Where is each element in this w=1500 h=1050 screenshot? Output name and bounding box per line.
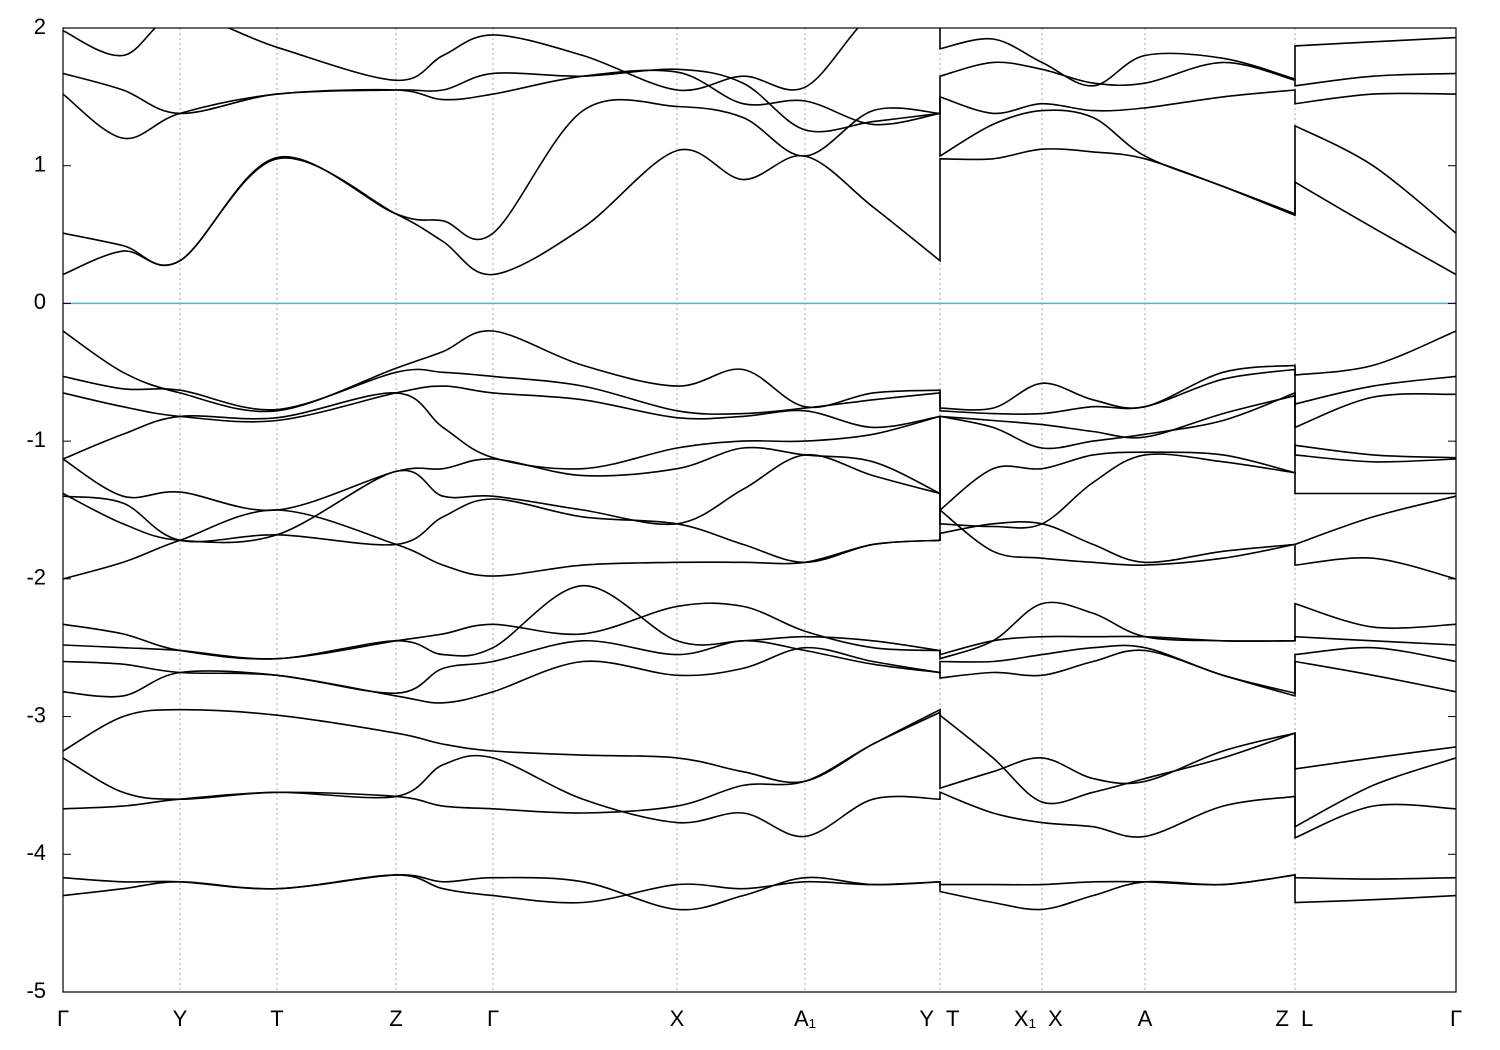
x-tick-label: L: [1301, 1006, 1313, 1031]
y-tick-label: 1: [34, 152, 46, 177]
x-tick-label: Γ: [487, 1006, 499, 1031]
x-tick-label: Γ: [1450, 1006, 1462, 1031]
x-tick-label: Y: [173, 1006, 188, 1031]
band-line: [63, 391, 1456, 512]
x-tick-label: Y: [919, 1006, 934, 1031]
band-line: [63, 646, 1456, 704]
band-layer: [63, 28, 1456, 911]
band-line: [63, 508, 1456, 580]
x-tick-label: Z: [1276, 1006, 1289, 1031]
x-tick-label: A: [1138, 1006, 1153, 1031]
band-line: [63, 28, 1456, 92]
plot-frame: [62, 27, 1457, 993]
band-line: [63, 385, 1456, 439]
x-tick-label: X: [1048, 1006, 1063, 1031]
x-tick-label: T: [270, 1006, 283, 1031]
band-line: [63, 711, 1456, 839]
y-tick-label: 2: [34, 14, 46, 39]
x-tick-label: Z: [389, 1006, 402, 1031]
band-line: [63, 392, 1456, 512]
band-line: [63, 754, 1456, 838]
band-line: [63, 453, 1456, 544]
band-line: [63, 98, 1456, 267]
x-tick-label: X₁: [1014, 1006, 1036, 1031]
y-tick-label: -2: [26, 565, 46, 590]
x-tick-label: Γ: [57, 1006, 69, 1031]
x-tick-label: A₁: [794, 1006, 816, 1031]
y-tick-label: -5: [26, 978, 46, 1003]
x-tick-label: X: [670, 1006, 685, 1031]
band-line: [63, 368, 1456, 416]
band-line: [63, 584, 1456, 660]
y-tick-label: -3: [26, 702, 46, 727]
band-line: [63, 61, 1456, 133]
band-line: [63, 873, 1456, 911]
y-tick-label: 0: [34, 289, 46, 314]
y-tick-label: -1: [26, 427, 46, 452]
x-tick-label: T: [946, 1006, 959, 1031]
y-tick-label: -4: [26, 840, 46, 865]
